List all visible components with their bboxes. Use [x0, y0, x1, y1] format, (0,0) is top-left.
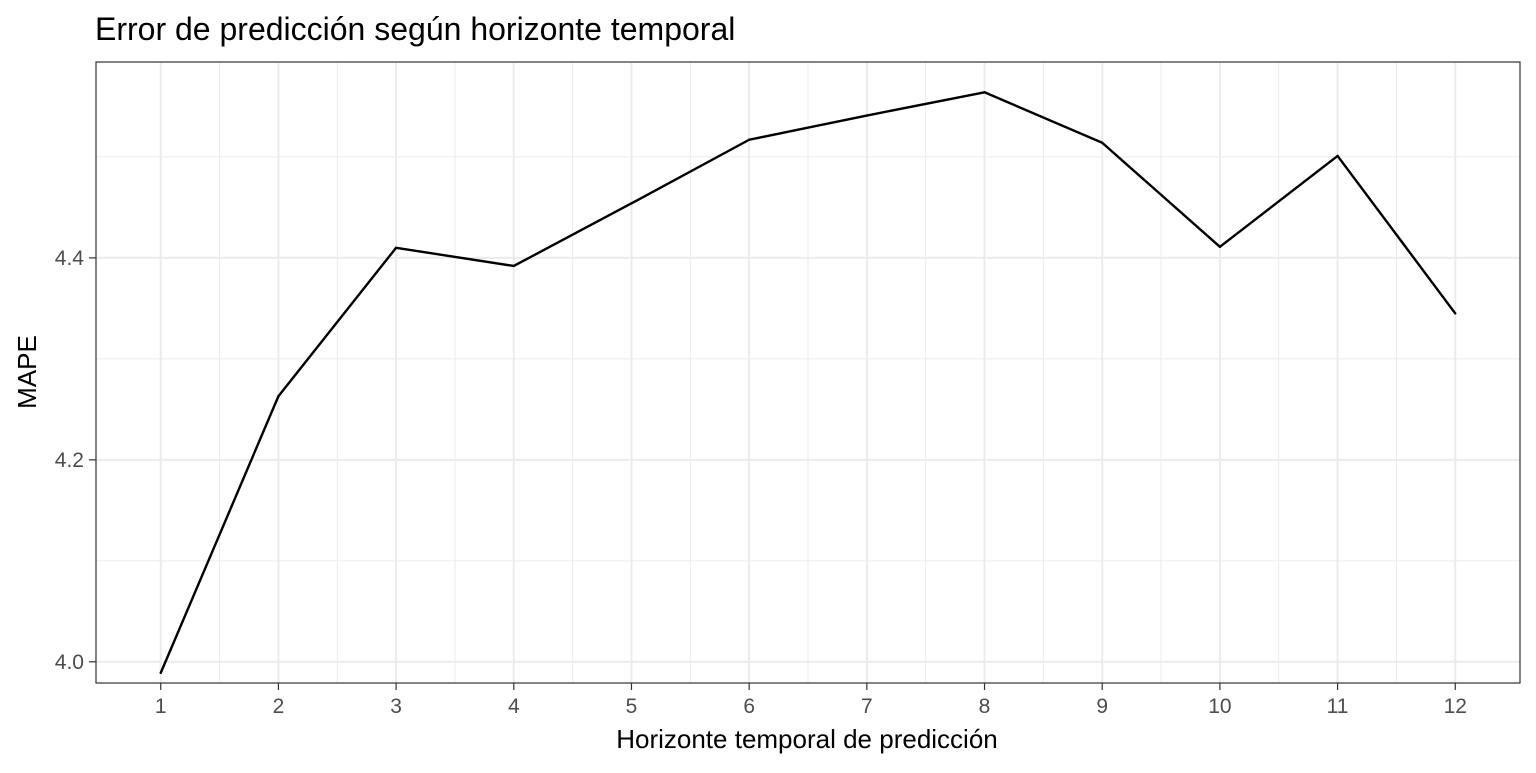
- data-point: [1218, 245, 1222, 248]
- panel-border: [95, 61, 1521, 684]
- y-tick-label: 4.0: [55, 651, 84, 674]
- x-tick-label: 7: [861, 695, 873, 718]
- x-tick-label: 11: [1327, 695, 1349, 718]
- minor-gridlines: [96, 62, 1520, 683]
- x-tick-label: 10: [1208, 695, 1231, 718]
- data-point: [983, 91, 986, 94]
- series-line: [159, 91, 1457, 674]
- y-tick-label: 4.4: [55, 247, 85, 270]
- major-gridlines: [96, 62, 1520, 683]
- x-tick-label: 12: [1444, 695, 1467, 718]
- x-tick-label: 6: [743, 695, 755, 718]
- y-tick-label: 4.2: [55, 449, 84, 472]
- x-axis: 1 2 3 4 5 6 7 8 9 10 11 12: [155, 683, 1467, 718]
- y-axis: 4.0 4.2 4.4: [55, 247, 96, 674]
- x-tick-label: 8: [979, 695, 991, 718]
- x-tick-label: 9: [1096, 695, 1108, 718]
- data-point: [865, 114, 869, 117]
- x-tick-label: 3: [390, 695, 402, 718]
- data-point: [1101, 141, 1104, 144]
- x-tick-label: 4: [508, 695, 520, 718]
- data-point: [277, 395, 280, 398]
- x-tick-label: 5: [626, 695, 638, 718]
- data-point: [1336, 154, 1339, 158]
- x-tick-label: 2: [273, 695, 285, 718]
- data-point: [747, 138, 751, 141]
- data-point: [512, 264, 515, 268]
- y-axis-label: MAPE: [12, 335, 42, 409]
- data-point: [394, 246, 398, 249]
- data-point: [1454, 312, 1457, 315]
- series-layer: [159, 91, 1457, 675]
- x-tick-label: 1: [155, 695, 167, 718]
- x-axis-label: Horizonte temporal de predicción: [616, 724, 998, 754]
- data-point: [630, 202, 633, 205]
- chart-title: Error de predicción según horizonte temp…: [95, 11, 735, 47]
- data-point: [159, 671, 162, 675]
